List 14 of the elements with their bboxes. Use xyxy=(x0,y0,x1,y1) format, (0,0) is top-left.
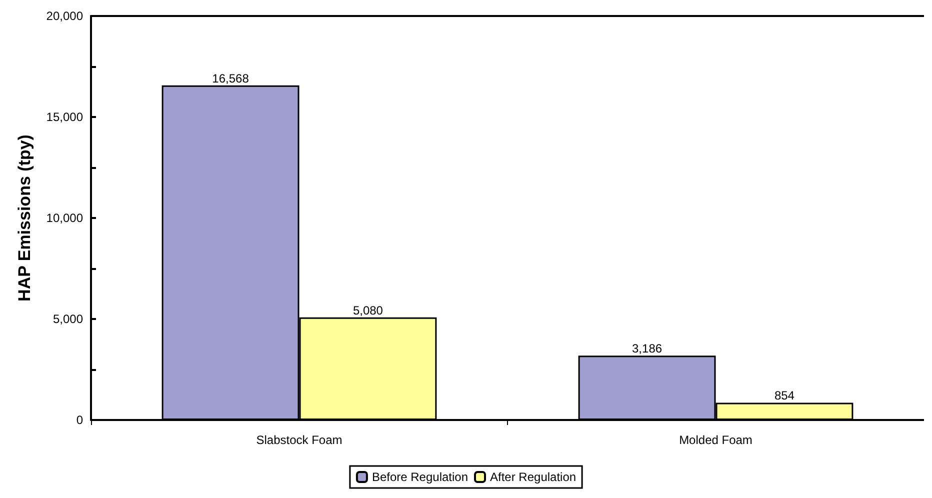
y-tick-label: 15,000 xyxy=(46,110,84,124)
data-label: 5,080 xyxy=(352,303,384,318)
data-label: 16,568 xyxy=(212,71,250,86)
y-tick-label: 0 xyxy=(76,413,84,427)
y-tick-label: 20,000 xyxy=(46,9,84,23)
data-label: 3,186 xyxy=(632,342,662,356)
y-tick-label: 10,000 xyxy=(46,211,84,225)
y-tick-label: 5,000 xyxy=(52,312,84,326)
legend-label: Before Regulation xyxy=(372,470,468,484)
x-tick-label: Slabstock Foam xyxy=(256,433,342,447)
legend-label: After Regulation xyxy=(490,470,576,484)
y-axis-title: HAP Emissions (tpy) xyxy=(15,134,34,302)
x-tick-label: Molded Foam xyxy=(679,433,752,447)
data-label: 854 xyxy=(774,388,795,403)
